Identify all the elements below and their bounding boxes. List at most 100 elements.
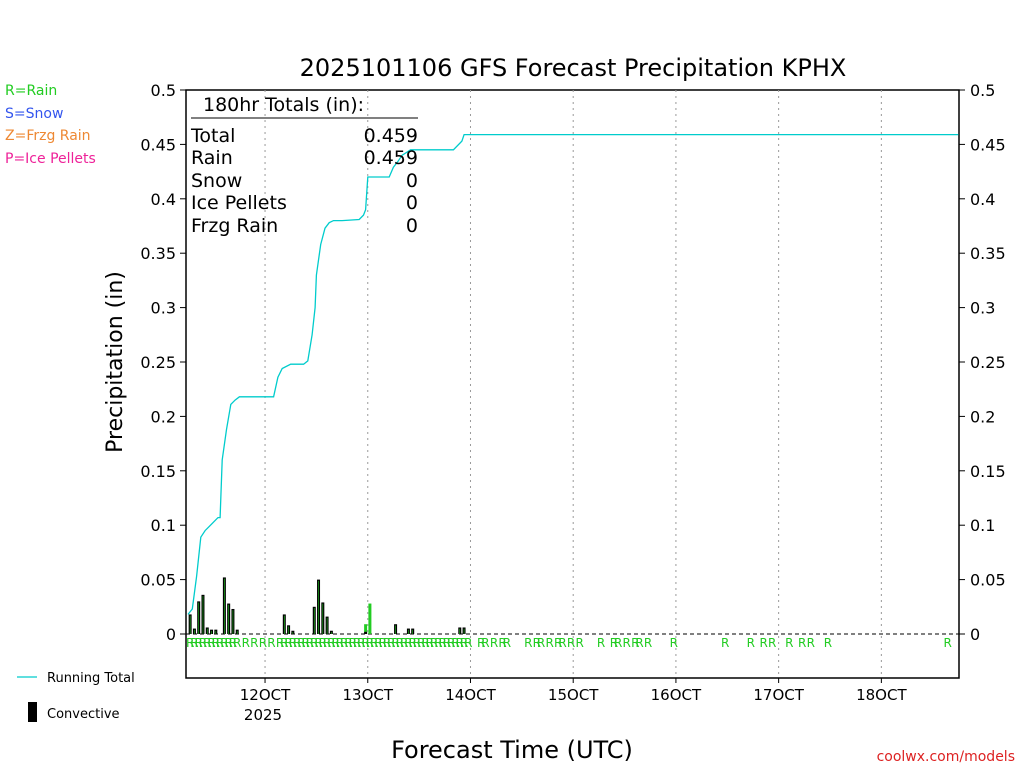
precip-bar-total	[364, 624, 368, 634]
y-tick-label-left: 0.3	[151, 299, 176, 318]
precip-bar-inner	[412, 629, 413, 634]
y-tick-label-right: 0.3	[970, 299, 995, 318]
series-legend: Running Total Convective	[17, 671, 135, 722]
ptype-marker: R	[537, 636, 545, 650]
ptype-marker: R	[344, 636, 352, 650]
ptype-marker: R	[310, 636, 318, 650]
ptype-marker: R	[824, 636, 832, 650]
totals-ice-pellets-label: Ice Pellets	[191, 192, 287, 214]
precip-bar-inner	[284, 615, 285, 634]
y-tick-label-right: 0.25	[970, 353, 1006, 372]
ptype-marker: R	[212, 636, 220, 650]
ptype-marker: R	[430, 636, 438, 650]
ptype-marker: R	[216, 636, 224, 650]
precip-bar-inner	[395, 625, 396, 634]
ptype-marker: R	[404, 636, 412, 650]
ptype-marker: R	[524, 636, 532, 650]
ptype-marker: R	[438, 636, 446, 650]
ptype-marker: R	[533, 636, 541, 650]
totals-rain-value: 0.459	[364, 147, 418, 169]
y-tick-label-left: 0.1	[151, 516, 176, 535]
precip-bar-inner	[236, 630, 238, 634]
legend-ice-pellets-label: P=Ice Pellets	[5, 151, 96, 167]
ptype-marker: R	[349, 636, 357, 650]
y-tick-label-left: 0.25	[140, 353, 176, 372]
running-total-legend-label: Running Total	[47, 671, 135, 686]
y-tick-label-left: 0.4	[151, 190, 176, 209]
ptype-marker: R	[340, 636, 348, 650]
ptype-marker: R	[443, 636, 451, 650]
ptype-marker: R	[229, 636, 237, 650]
ptype-marker: R	[319, 636, 327, 650]
ptype-marker: R	[233, 636, 241, 650]
year-label: 2025	[244, 706, 282, 724]
y-tick-label-left: 0.05	[140, 571, 176, 590]
ptype-marker: R	[610, 636, 618, 650]
ptype-marker: R	[267, 636, 275, 650]
ptype-marker: R	[614, 636, 622, 650]
ptype-marker: R	[383, 636, 391, 650]
ptype-marker: R	[242, 636, 250, 650]
y-tick-label-right: 0.1	[970, 516, 995, 535]
totals-rain-label: Rain	[191, 147, 233, 169]
ptype-marker: R	[370, 636, 378, 650]
x-axis-ticks: 12OCT 13OCT 14OCT 15OCT 16OCT 17OCT 18OCT	[240, 678, 907, 704]
precip-bar-inner	[326, 617, 328, 634]
y-tick-label-right: 0.35	[970, 244, 1006, 263]
precip-bar-inner	[313, 608, 315, 634]
ptype-marker: R	[597, 636, 605, 650]
y-tick-label-left: 0.35	[140, 244, 176, 263]
ptype-marker: R	[554, 636, 562, 650]
totals-snow-label: Snow	[191, 170, 242, 192]
ptype-marker: R	[284, 636, 292, 650]
legend-rain-label: R=Rain	[5, 83, 57, 99]
ptype-marker: R	[477, 636, 485, 650]
totals-heading: 180hr Totals (in):	[203, 94, 364, 116]
ptype-marker: R	[413, 636, 421, 650]
ptype-marker: R	[391, 636, 399, 650]
y-tick-label-right: 0.2	[970, 407, 995, 426]
ptype-marker: R	[379, 636, 387, 650]
precip-bar-inner	[318, 580, 319, 634]
ptype-marker: R	[503, 636, 511, 650]
ptype-marker: R	[558, 636, 566, 650]
ptype-marker: R	[207, 636, 215, 650]
x-tick-label-17oct: 17OCT	[753, 686, 804, 704]
ptype-marker: R	[357, 636, 365, 650]
ptype-marker: R	[366, 636, 374, 650]
ptype-marker: R	[759, 636, 767, 650]
ptype-marker: R	[456, 636, 464, 650]
ptype-marker: R	[353, 636, 361, 650]
precip-bar-inner	[459, 628, 461, 634]
ptype-marker: R	[417, 636, 425, 650]
precip-bar-inner	[463, 628, 465, 634]
totals-ice-pellets-value: 0	[406, 192, 418, 214]
precip-bar-inner	[292, 631, 294, 634]
precip-bar-total	[368, 603, 372, 634]
precip-bar-inner	[215, 630, 217, 634]
precip-bar-inner	[206, 628, 208, 634]
ptype-marker: R	[387, 636, 395, 650]
ptype-marker: R	[721, 636, 729, 650]
precip-bars	[188, 577, 466, 634]
precip-bar-inner	[288, 626, 289, 634]
y-tick-label-left: 0.2	[151, 407, 176, 426]
ptype-marker: R	[498, 636, 506, 650]
x-tick-label-14oct: 14OCT	[445, 686, 496, 704]
precip-bar-inner	[211, 630, 212, 634]
ptype-marker: R	[567, 636, 575, 650]
ptype-marker: R	[190, 636, 198, 650]
ptype-marker: R	[314, 636, 322, 650]
convective-legend-label: Convective	[47, 707, 120, 722]
ptype-marker: R	[451, 636, 459, 650]
ptype-marker: R	[807, 636, 815, 650]
y-tick-label-left: 0	[166, 625, 176, 644]
precip-bar-inner	[202, 596, 204, 634]
ptype-marker: R	[302, 636, 310, 650]
x-tick-label-13oct: 13OCT	[342, 686, 393, 704]
ptype-marker: R	[323, 636, 331, 650]
ptype-marker: R	[426, 636, 434, 650]
running-total-line	[187, 133, 959, 615]
